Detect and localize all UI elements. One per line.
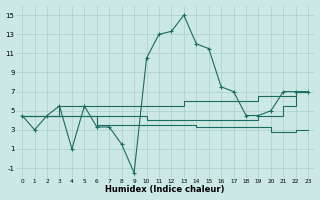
X-axis label: Humidex (Indice chaleur): Humidex (Indice chaleur)	[106, 185, 225, 194]
